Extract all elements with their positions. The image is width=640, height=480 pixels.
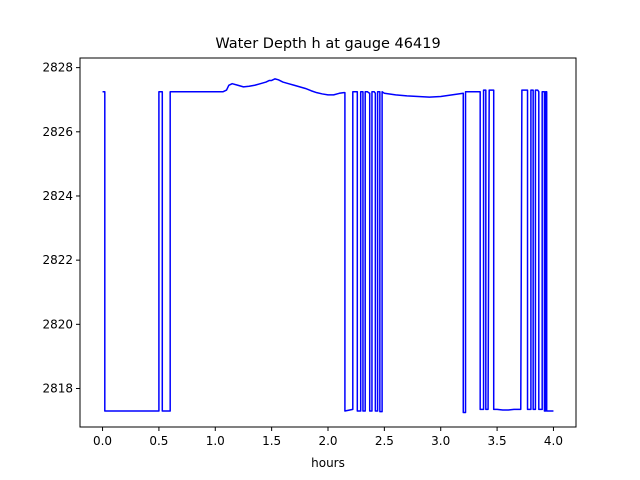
x-tick-label: 1.0 <box>206 434 225 448</box>
x-tick-label: 3.0 <box>431 434 450 448</box>
y-tick-label: 2818 <box>42 381 73 395</box>
y-tick-label: 2828 <box>42 61 73 75</box>
plot-area <box>80 58 576 427</box>
series-layer <box>102 78 554 414</box>
y-tick-label: 2820 <box>42 317 73 331</box>
x-tick-label: 0.5 <box>149 434 168 448</box>
series-line-0 <box>102 78 554 414</box>
x-axis-label: hours <box>311 456 345 470</box>
x-tick-label: 3.5 <box>488 434 507 448</box>
y-tick-label: 2824 <box>42 189 73 203</box>
y-axis-ticks: 2818 2820 2822 2824 2826 2828 <box>42 61 80 395</box>
y-tick-label: 2822 <box>42 253 73 267</box>
y-tick-label: 2826 <box>42 125 73 139</box>
x-tick-label: 2.0 <box>318 434 337 448</box>
chart-title: Water Depth h at gauge 46419 <box>215 36 440 52</box>
x-tick-label: 2.5 <box>375 434 394 448</box>
x-tick-label: 4.0 <box>544 434 563 448</box>
x-tick-label: 1.5 <box>262 434 281 448</box>
x-tick-label: 0.0 <box>93 434 112 448</box>
x-axis-ticks: 0.0 0.5 1.0 1.5 2.0 2.5 3.0 3.5 4.0 <box>93 427 563 448</box>
